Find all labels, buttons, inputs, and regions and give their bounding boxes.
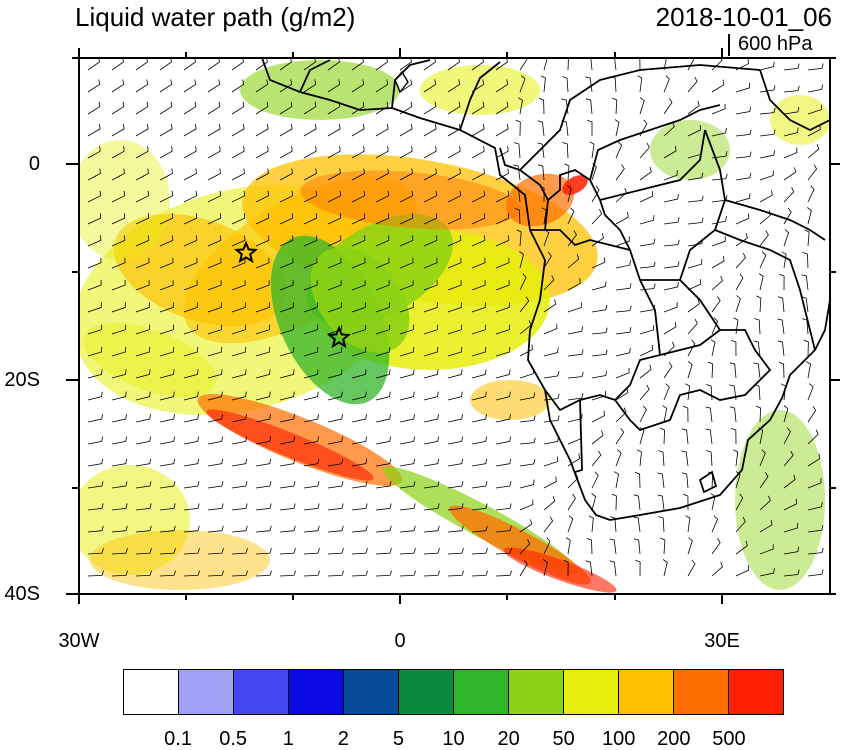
island-outline [394, 70, 409, 94]
colorbar-label: 0.1 [164, 728, 192, 750]
colorbar [123, 669, 784, 715]
colorbar-label: 200 [657, 728, 691, 750]
colorbar-label: 500 [712, 728, 746, 750]
wind-barbs [87, 58, 824, 577]
star-marker [233, 240, 259, 264]
colorbar-swatch [234, 670, 289, 714]
y-tick-label: 20S [4, 369, 40, 391]
x-tick-label: 30E [704, 630, 740, 652]
colorbar-label: 0.5 [219, 728, 248, 750]
y-tick-label: 40S [4, 583, 40, 605]
colorbar-label: 100 [602, 728, 636, 750]
pressure-level-label: 600 hPa [738, 33, 813, 55]
colorbar-swatch [509, 670, 564, 714]
x-tick-label: 30W [58, 630, 100, 652]
colorbar-swatch [344, 670, 399, 714]
colorbar-swatch [179, 670, 234, 714]
map-frame [78, 57, 831, 595]
colorbar-label: 1 [282, 728, 294, 750]
colorbar-swatch [619, 670, 674, 714]
colorbar-swatch [729, 670, 783, 714]
colorbar-label: 10 [442, 728, 465, 750]
star-marker [326, 325, 352, 349]
colorbar-swatch [399, 670, 454, 714]
axis-ticks [66, 48, 840, 604]
datetime-label: 2018-10-01_06 [655, 2, 832, 32]
colorbar-swatch [289, 670, 344, 714]
colorbar-label: 5 [392, 728, 404, 750]
colorbar-swatch [124, 670, 179, 714]
colorbar-label: 2 [337, 728, 349, 750]
x-tick-label: 0 [394, 630, 406, 652]
colorbar-swatch [564, 670, 619, 714]
liquid-water-field [79, 60, 830, 593]
coastline-borders [261, 58, 830, 521]
colorbar-swatch [674, 670, 729, 714]
y-tick-label: 0 [28, 153, 40, 175]
colorbar-label: 50 [552, 728, 575, 750]
colorbar-label: 20 [497, 728, 520, 750]
level-tick-mark [728, 34, 730, 56]
map-title: Liquid water path (g/m2) [75, 2, 356, 32]
colorbar-swatch [454, 670, 509, 714]
